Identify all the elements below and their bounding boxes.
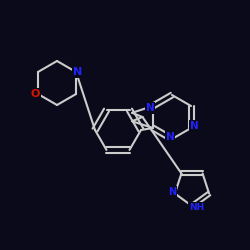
Text: N: N	[166, 132, 174, 142]
Text: N: N	[190, 121, 198, 131]
Text: N: N	[168, 186, 176, 196]
Text: O: O	[30, 89, 40, 99]
Text: N: N	[74, 67, 83, 77]
Text: NH: NH	[190, 202, 204, 211]
Text: N: N	[146, 103, 154, 113]
